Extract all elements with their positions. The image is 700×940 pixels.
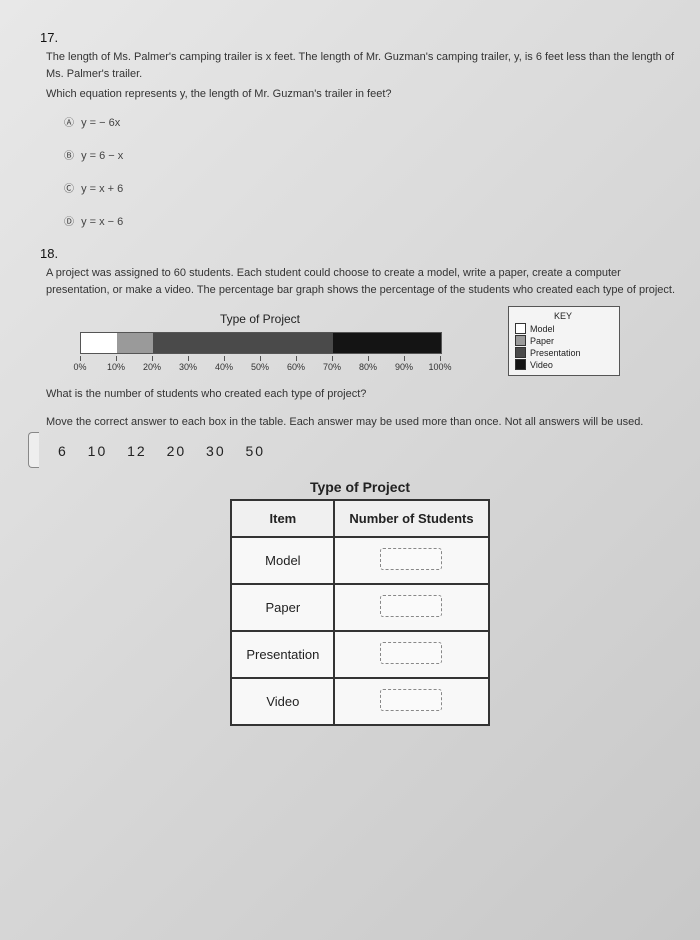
q17-number: 17. [40, 30, 680, 45]
row-drop-target[interactable] [334, 537, 488, 584]
legend-row: Paper [515, 335, 611, 346]
tick-label: 90% [395, 362, 413, 372]
legend-swatch [515, 335, 526, 346]
choice-label: Ⓓ [64, 213, 78, 228]
row-item: Paper [231, 584, 334, 631]
choice-text: y = − 6x [81, 117, 120, 129]
choice-text: y = x + 6 [81, 183, 123, 195]
worksheet-page: 17. The length of Ms. Palmer's camping t… [0, 0, 700, 746]
stacked-bar [80, 332, 442, 354]
table-row: Presentation [231, 631, 488, 678]
choice-label: Ⓒ [64, 180, 78, 195]
page-binding-mark [28, 432, 39, 468]
table-row: Video [231, 678, 488, 725]
choice-label: Ⓑ [64, 147, 78, 162]
q18-instruction: Move the correct answer to each box in t… [46, 414, 680, 431]
legend-swatch [515, 347, 526, 358]
tick-label: 100% [428, 362, 451, 372]
q17-choice-b[interactable]: Ⓑ y = 6 − x [64, 147, 680, 162]
answer-table-title: Type of Project [190, 479, 530, 495]
x-axis: 0%10%20%30%40%50%60%70%80%90%100% [80, 356, 440, 374]
row-drop-target[interactable] [334, 678, 488, 725]
row-drop-target[interactable] [334, 631, 488, 678]
row-item: Model [231, 537, 334, 584]
q18-question: What is the number of students who creat… [46, 388, 680, 400]
col-number: Number of Students [334, 500, 488, 537]
legend-label: Video [530, 360, 553, 370]
q17-choice-d[interactable]: Ⓓ y = x − 6 [64, 213, 680, 228]
legend-label: Paper [530, 336, 554, 346]
drop-slot[interactable] [380, 689, 442, 711]
table-row: Paper [231, 584, 488, 631]
chart-title: Type of Project [80, 312, 440, 326]
legend-title: KEY [515, 311, 611, 321]
tick-label: 20% [143, 362, 161, 372]
row-item: Presentation [231, 631, 334, 678]
bar-segment-model [81, 333, 117, 353]
tick-label: 10% [107, 362, 125, 372]
row-item: Video [231, 678, 334, 725]
legend-row: Video [515, 359, 611, 370]
answer-table: Item Number of Students ModelPaperPresen… [230, 499, 489, 726]
q18-prompt: A project was assigned to 60 students. E… [46, 265, 680, 298]
legend-label: Presentation [530, 348, 581, 358]
table-row: Model [231, 537, 488, 584]
drop-slot[interactable] [380, 642, 442, 664]
tick-label: 0% [73, 362, 86, 372]
q18-number: 18. [40, 246, 680, 261]
tick-label: 60% [287, 362, 305, 372]
bar-segment-paper [117, 333, 153, 353]
percentage-bar-chart: Type of Project 0%10%20%30%40%50%60%70%8… [80, 312, 600, 374]
col-item: Item [231, 500, 334, 537]
q17-choice-a[interactable]: Ⓐ y = − 6x [64, 114, 680, 129]
q17-subprompt: Which equation represents y, the length … [46, 88, 680, 100]
legend-label: Model [530, 324, 555, 334]
bar-segment-presentation [153, 333, 333, 353]
legend-swatch [515, 323, 526, 334]
legend-row: Presentation [515, 347, 611, 358]
tick-label: 40% [215, 362, 233, 372]
bar-segment-video [333, 333, 441, 353]
tick-label: 50% [251, 362, 269, 372]
tick-label: 80% [359, 362, 377, 372]
legend: KEY Model Paper Presentation Video [508, 306, 620, 376]
drop-slot[interactable] [380, 548, 442, 570]
row-drop-target[interactable] [334, 584, 488, 631]
tick-label: 30% [179, 362, 197, 372]
tick-label: 70% [323, 362, 341, 372]
answer-bank[interactable]: 6 10 12 20 30 50 [58, 443, 680, 459]
legend-swatch [515, 359, 526, 370]
q17-prompt: The length of Ms. Palmer's camping trail… [46, 49, 680, 82]
legend-row: Model [515, 323, 611, 334]
choice-text: y = x − 6 [81, 216, 123, 228]
choice-label: Ⓐ [64, 114, 78, 129]
choice-text: y = 6 − x [81, 150, 123, 162]
q17-choice-c[interactable]: Ⓒ y = x + 6 [64, 180, 680, 195]
drop-slot[interactable] [380, 595, 442, 617]
